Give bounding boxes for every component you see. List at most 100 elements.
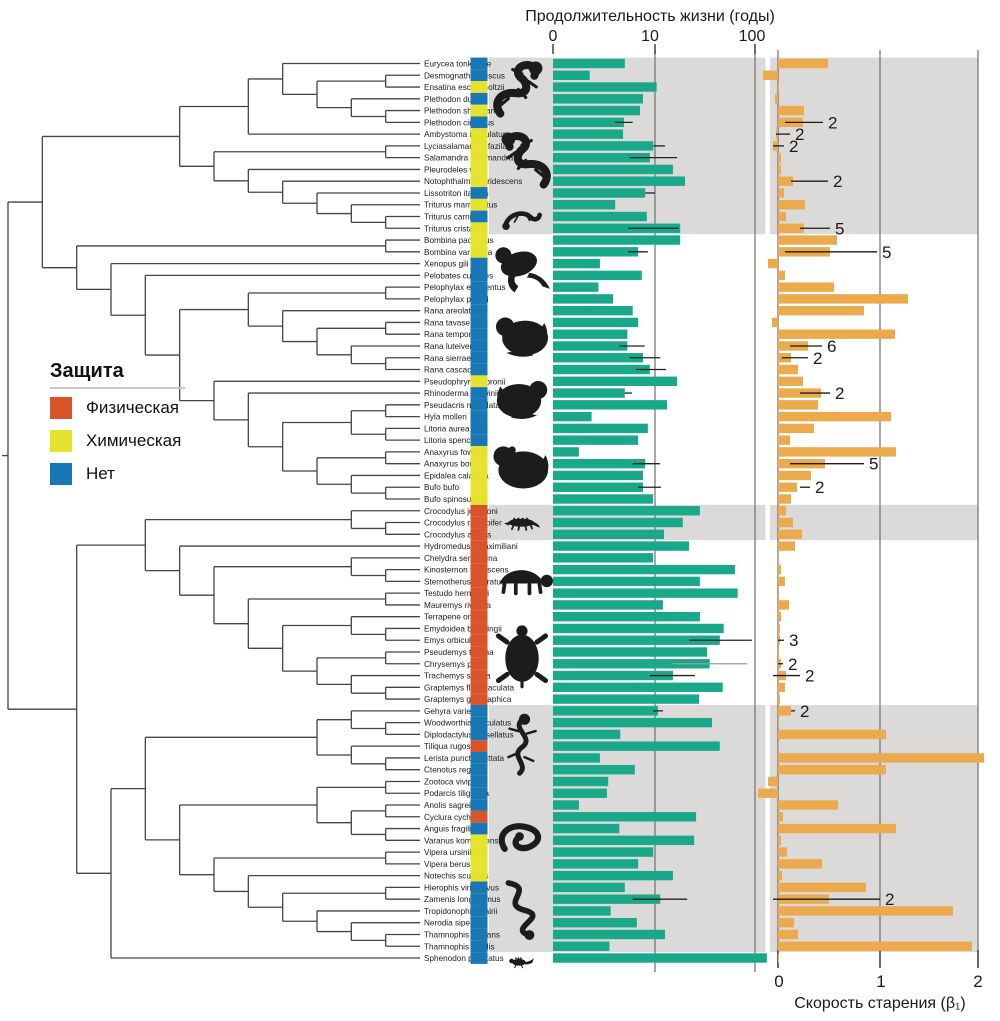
gecko-silhouette-icon <box>507 713 537 776</box>
lifespan-bar <box>553 506 700 516</box>
aging-bar <box>778 470 811 481</box>
species-label: Desmognathus fuscus <box>424 71 505 80</box>
lifespan-bar <box>553 317 639 328</box>
lifespan-bar <box>553 576 700 587</box>
lifespan-bar <box>553 694 700 704</box>
defense-strip-segment <box>470 140 488 152</box>
aging-axis-title: Скорость старения (β₁) <box>794 995 966 1012</box>
species-label: Anolis sagrei <box>424 801 471 810</box>
lifespan-bar <box>553 835 695 846</box>
defense-strip-segment <box>470 481 488 494</box>
species-label: Rana luteiventris <box>424 342 485 351</box>
aging-bar <box>778 564 781 575</box>
group-band <box>770 504 978 541</box>
aging-bar <box>778 294 908 304</box>
no-defense-swatch <box>50 463 72 485</box>
lifespan-bar <box>553 141 654 151</box>
lifespan-bar <box>553 447 579 457</box>
defense-strip-segment <box>470 328 488 341</box>
species-label: Lyciasalamandra fazilae <box>424 142 512 151</box>
lifespan-bar <box>553 953 767 963</box>
defense-strip-segment <box>470 187 488 199</box>
lifespan-tick-10: 10 <box>641 28 659 45</box>
species-label: Plethodon dunni <box>424 95 483 104</box>
defense-strip-segment <box>470 916 488 929</box>
species-label: Emys orbicularis <box>424 636 484 645</box>
species-label: Ensatina eschscholtzii <box>424 83 505 92</box>
defense-strip-segment <box>470 940 488 953</box>
aging-bar <box>778 105 804 116</box>
aging-tick-1: 1 <box>876 972 886 991</box>
species-label: Terrapene ornata <box>424 613 487 622</box>
species-label: Pseudacris maculata <box>424 401 500 410</box>
lifespan-bar <box>553 117 624 128</box>
defense-strip-segment <box>470 646 488 658</box>
defense-strip-segment <box>470 634 488 647</box>
defense-strip-segment <box>470 175 488 188</box>
defense-strip-segment <box>470 340 488 352</box>
species-label: Anaxyrus boreas <box>424 460 485 469</box>
species-label: Crocodylus acutus <box>424 530 491 539</box>
species-label: Pseudemys texana <box>424 648 494 657</box>
lifespan-bar <box>553 247 639 257</box>
aging-bar <box>778 823 896 834</box>
defense-strip-segment <box>470 163 488 176</box>
phylogenetic-tree <box>2 62 420 959</box>
lifespan-bar <box>553 823 620 834</box>
lifespan-axis-title: Продолжительность жизни (годы) <box>525 8 775 25</box>
aging-bar <box>778 717 779 728</box>
species-label: Epidalea calamita <box>424 471 489 480</box>
aging-truncation-label: 2 <box>813 349 822 368</box>
aging-bar <box>778 941 972 951</box>
aging-truncation-label: 2 <box>795 125 804 144</box>
species-label: Zootoca vivipara <box>424 777 485 786</box>
aging-truncation-label: 5 <box>882 243 891 262</box>
defense-strip-segment <box>470 387 488 399</box>
defense-strip-segment <box>470 293 488 305</box>
aging-truncation-label: 2 <box>885 890 894 909</box>
species-label: Bombina variegata <box>424 248 493 257</box>
defense-strip-segment <box>470 693 488 705</box>
species-label: Emydoidea blandingii <box>424 624 502 633</box>
lifespan-bar <box>553 105 641 116</box>
species-label: Pseudophryne bibronii <box>424 377 506 386</box>
legend-item-chemical: Химическая <box>50 430 240 452</box>
aging-bar <box>778 929 798 940</box>
defense-strip-segment <box>470 857 488 870</box>
lifespan-bar <box>553 188 646 198</box>
defense-strip-segment <box>470 799 488 811</box>
aging-bar <box>778 329 895 339</box>
species-label: Rana temporaria <box>424 330 485 339</box>
defense-strip-segment <box>470 69 488 82</box>
aging-bar <box>763 70 778 80</box>
frog-silhouette-icon <box>495 317 549 357</box>
defense-strip-segment <box>470 846 488 858</box>
aging-truncation-label: 6 <box>827 337 836 356</box>
lifespan-bar <box>553 129 624 139</box>
lifespan-bar <box>553 812 697 822</box>
species-label: Pelobates cultripes <box>424 271 493 280</box>
defense-strip-segment <box>470 716 488 729</box>
aging-bar <box>778 553 779 563</box>
aging-bar <box>778 611 781 622</box>
lifespan-bar <box>553 635 720 645</box>
species-label: Trachemys scripta <box>424 672 491 681</box>
lifespan-bar <box>553 411 592 422</box>
aging-bar <box>778 729 886 740</box>
newt-silhouette-icon <box>502 211 542 231</box>
aging-bar <box>778 482 797 492</box>
species-label: Podarcis tiliguerta <box>424 789 490 798</box>
lifespan-bar <box>553 541 690 551</box>
lifespan-bar <box>553 611 700 622</box>
turtle-side-silhouette-icon <box>499 570 553 596</box>
lifespan-bar <box>553 435 639 445</box>
toad-silhouette-icon <box>493 446 549 489</box>
lifespan-bar <box>553 800 579 810</box>
defense-strip-segment <box>470 740 488 753</box>
aging-bar <box>778 835 781 846</box>
lifespan-bar <box>553 341 628 351</box>
species-label: Lissotriton italicus <box>424 189 489 198</box>
species-label: Litoria aurea <box>424 424 470 433</box>
aging-tick-0: 0 <box>774 972 784 991</box>
